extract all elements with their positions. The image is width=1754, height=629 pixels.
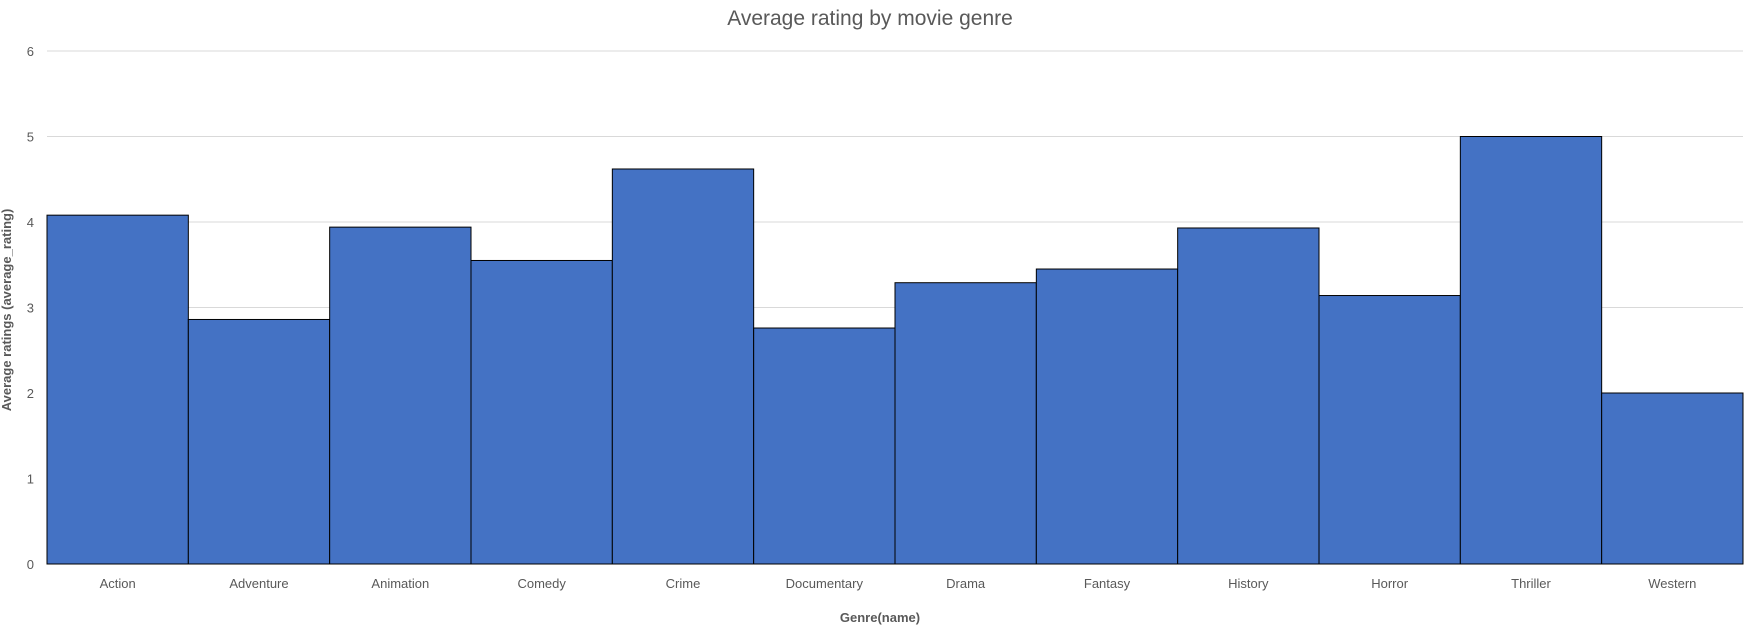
x-tick-label: Documentary xyxy=(786,576,864,591)
bar-crime xyxy=(611,168,755,565)
bar-fantasy xyxy=(1035,268,1179,565)
y-tick-label: 3 xyxy=(27,301,34,316)
bar-history xyxy=(1177,227,1320,565)
bar-adventure xyxy=(187,318,331,565)
bar-action xyxy=(46,214,189,565)
y-tick-label: 5 xyxy=(27,130,34,145)
y-tick-label: 2 xyxy=(27,386,34,401)
y-tick-label: 0 xyxy=(27,557,34,572)
x-tick-label: Animation xyxy=(371,576,429,591)
bar-documentary xyxy=(753,327,896,565)
chart-title: Average rating by movie genre xyxy=(727,7,1013,30)
y-tick-label: 6 xyxy=(27,44,34,59)
x-axis-title: Genre(name) xyxy=(840,610,920,625)
x-tick-label: Comedy xyxy=(517,576,566,591)
x-tick-label: Fantasy xyxy=(1084,576,1131,591)
y-tick-label: 4 xyxy=(27,215,34,230)
bar-western xyxy=(1601,392,1744,565)
bar-thriller xyxy=(1459,136,1603,565)
y-tick-labels: 0 1 2 3 4 5 6 xyxy=(27,44,34,572)
y-axis-title: Average ratings (average_rating) xyxy=(0,209,14,412)
x-tick-label: Thriller xyxy=(1511,576,1551,591)
x-tick-label: History xyxy=(1228,576,1269,591)
bar-animation xyxy=(329,226,472,565)
bar-drama xyxy=(894,282,1037,565)
x-tick-label: Adventure xyxy=(229,576,288,591)
x-tick-label: Action xyxy=(100,576,136,591)
bars xyxy=(46,136,1744,565)
x-tick-label: Crime xyxy=(666,576,701,591)
bar-comedy xyxy=(470,259,613,565)
x-tick-label: Horror xyxy=(1371,576,1409,591)
x-tick-label: Western xyxy=(1648,576,1696,591)
bar-horror xyxy=(1318,295,1461,565)
y-tick-label: 1 xyxy=(27,472,34,487)
x-tick-labels: Action Adventure Animation Comedy Crime Docum… xyxy=(100,576,1697,591)
x-tick-label: Drama xyxy=(946,576,986,591)
